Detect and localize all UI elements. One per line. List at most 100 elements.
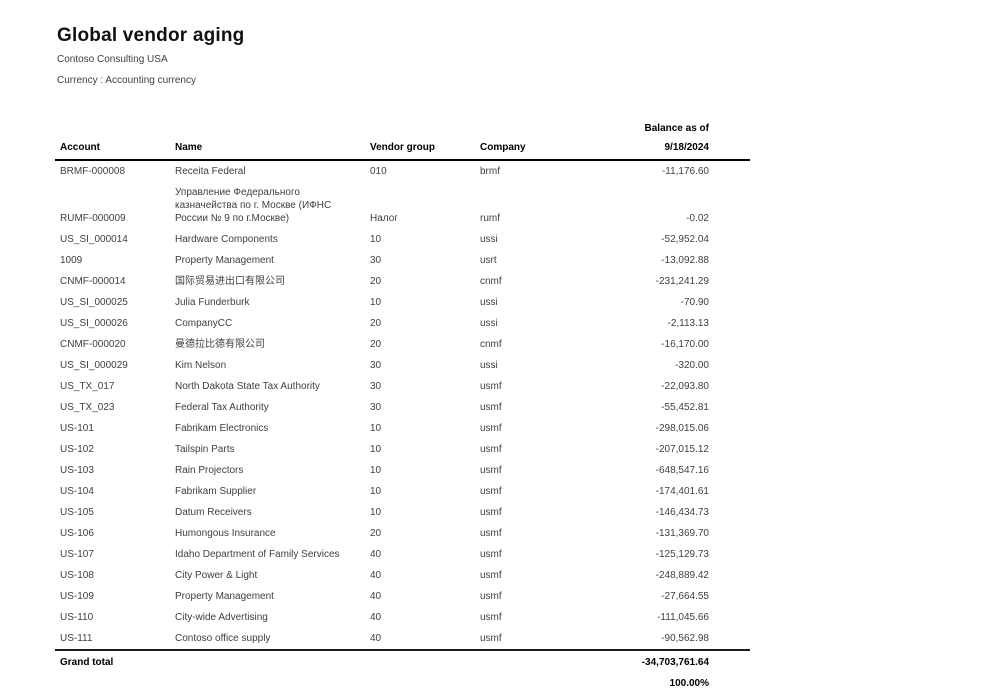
cell-vendor-group: 40 (370, 612, 382, 623)
cell-company: ussi (480, 360, 498, 371)
table-row: US-106 Humongous Insurance 20 usmf -131,369.… (55, 523, 750, 544)
cell-name: Receita Federal (175, 166, 246, 177)
cell-balance: -11,176.60 (661, 166, 709, 177)
column-header-row: Account Name Vendor group Company 9/18/2… (55, 137, 750, 161)
cell-balance: -70.90 (680, 297, 709, 308)
cell-name: Property Management (175, 591, 274, 602)
vendor-aging-table: Balance as of Account Name Vendor group … (55, 118, 750, 694)
empty-cell (475, 649, 608, 673)
cell-balance: -52,952.04 (661, 234, 709, 245)
balance-as-of-label: Balance as of (644, 123, 709, 134)
cell-company: ussi (480, 318, 498, 329)
cell-company: usmf (480, 423, 502, 434)
cell-company: rumf (480, 213, 500, 224)
spacer-cell (475, 118, 608, 137)
cell-name: North Dakota State Tax Authority (175, 381, 320, 392)
cell-account: US-110 (60, 612, 94, 623)
cell-account: RUMF-000009 (60, 213, 126, 224)
cell-account: US-106 (60, 528, 94, 539)
cell-company: usmf (480, 402, 502, 413)
table-row: US_TX_023 Federal Tax Authority 30 usmf -55,… (55, 397, 750, 418)
table-row: 1009 Property Management 30 usrt -13,092.88 (55, 250, 750, 271)
header-balance-date: 9/18/2024 (608, 137, 750, 161)
cell-balance: -0.02 (686, 213, 709, 224)
table-row: US-110 City-wide Advertising 40 usmf -111,04… (55, 607, 750, 628)
table-row: US-111 Contoso office supply 40 usmf -90,562… (55, 628, 750, 650)
cell-vendor-group: 10 (370, 465, 382, 476)
cell-vendor-group: 30 (370, 381, 382, 392)
cell-balance: -298,015.06 (655, 423, 709, 434)
cell-company: usmf (480, 549, 502, 560)
balance-header-row: Balance as of (55, 118, 750, 137)
cell-name: Hardware Components (175, 234, 278, 245)
cell-name: Contoso office supply (175, 633, 271, 644)
cell-vendor-group: 10 (370, 507, 382, 518)
cell-balance: -320.00 (675, 360, 709, 371)
header-vendor-group: Vendor group (365, 137, 475, 161)
cell-balance: -111,045.66 (657, 612, 709, 623)
cell-account: US_SI_000029 (60, 360, 128, 371)
cell-account: US_SI_000026 (60, 318, 128, 329)
cell-company: usmf (480, 612, 502, 623)
spacer-cell (55, 118, 170, 137)
cell-name: Fabrikam Supplier (175, 486, 257, 497)
cell-vendor-group: Налог (370, 213, 398, 224)
cell-company: usmf (480, 486, 502, 497)
cell-name: 曼德拉比德有限公司 (175, 339, 265, 350)
cell-balance: -131,369.70 (655, 528, 709, 539)
cell-account: US_TX_023 (60, 402, 115, 413)
cell-balance: -125,129.73 (655, 549, 709, 560)
cell-name: CompanyCC (175, 318, 233, 329)
table-row: US-103 Rain Projectors 10 usmf -648,547.16 (55, 460, 750, 481)
grand-total-row: Grand total -34,703,761.64 (55, 649, 750, 673)
cell-name: City Power & Light (175, 570, 258, 581)
table-row: US-108 City Power & Light 40 usmf -248,889.4… (55, 565, 750, 586)
report-title: Global vendor aging (57, 25, 245, 46)
cell-account: US-101 (60, 423, 94, 434)
vendor-table-body: BRMF-000008 Receita Federal 010 brmf -11,176… (55, 160, 750, 650)
cell-vendor-group: 20 (370, 318, 382, 329)
cell-balance: -207,015.12 (655, 444, 709, 455)
header-account: Account (55, 137, 170, 161)
table-row: US_TX_017 North Dakota State Tax Authorit… (55, 376, 750, 397)
cell-balance: -248,889.42 (655, 570, 709, 581)
cell-account: US-111 (60, 633, 93, 644)
cell-company: usmf (480, 591, 502, 602)
spacer-cell (170, 118, 365, 137)
company-name: Contoso Consulting USA (57, 54, 168, 65)
empty-cell (475, 673, 608, 694)
cell-balance: -13,092.88 (661, 255, 709, 266)
cell-name: Fabrikam Electronics (175, 423, 269, 434)
table-header: Balance as of Account Name Vendor group … (55, 118, 750, 161)
grand-total-percent-row: 100.00% (55, 673, 750, 694)
cell-balance: -55,452.81 (661, 402, 709, 413)
cell-balance: -174,401.61 (655, 486, 709, 497)
cell-vendor-group: 40 (370, 570, 382, 581)
cell-company: ussi (480, 234, 498, 245)
table-row: US_SI_000025 Julia Funderburk 10 ussi -70.90 (55, 292, 750, 313)
cell-account: US-104 (60, 486, 94, 497)
spacer-cell (365, 118, 475, 137)
cell-company: usrt (480, 255, 497, 266)
cell-company: usmf (480, 528, 502, 539)
cell-account: US-103 (60, 465, 94, 476)
cell-name: Idaho Department of Family Services (175, 549, 340, 560)
cell-vendor-group: 20 (370, 276, 382, 287)
cell-name: Управление Федерального казначейства по … (175, 187, 332, 224)
cell-vendor-group: 20 (370, 528, 382, 539)
cell-company: usmf (480, 381, 502, 392)
cell-vendor-group: 10 (370, 297, 382, 308)
cell-name: Kim Nelson (175, 360, 227, 371)
cell-account: US_TX_017 (60, 381, 115, 392)
cell-balance: -231,241.29 (655, 276, 709, 287)
table-row: RUMF-000009 Управление Федерального казна… (55, 182, 750, 229)
cell-vendor-group: 10 (370, 423, 382, 434)
cell-name: City-wide Advertising (175, 612, 268, 623)
table-row: US-104 Fabrikam Supplier 10 usmf -174,401.61 (55, 481, 750, 502)
empty-cell (55, 673, 170, 694)
table-row: US-102 Tailspin Parts 10 usmf -207,015.12 (55, 439, 750, 460)
table-row: US-101 Fabrikam Electronics 10 usmf -298,015… (55, 418, 750, 439)
table-row: BRMF-000008 Receita Federal 010 brmf -11,176… (55, 160, 750, 182)
cell-account: US-107 (60, 549, 94, 560)
cell-account: US-108 (60, 570, 94, 581)
